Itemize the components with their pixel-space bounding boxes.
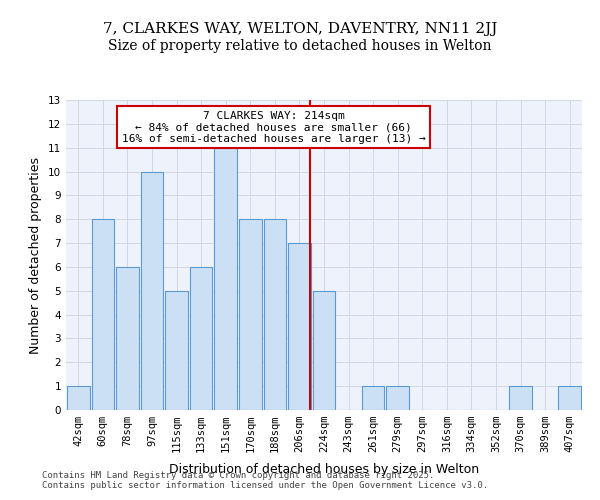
Text: Size of property relative to detached houses in Welton: Size of property relative to detached ho… xyxy=(108,39,492,53)
Text: 7, CLARKES WAY, WELTON, DAVENTRY, NN11 2JJ: 7, CLARKES WAY, WELTON, DAVENTRY, NN11 2… xyxy=(103,22,497,36)
Bar xyxy=(165,291,188,410)
Bar xyxy=(509,386,532,410)
Bar xyxy=(190,267,212,410)
Bar xyxy=(92,219,114,410)
Text: 7 CLARKES WAY: 214sqm
← 84% of detached houses are smaller (66)
16% of semi-deta: 7 CLARKES WAY: 214sqm ← 84% of detached … xyxy=(122,110,425,144)
Bar xyxy=(140,172,163,410)
Bar xyxy=(386,386,409,410)
X-axis label: Distribution of detached houses by size in Welton: Distribution of detached houses by size … xyxy=(169,464,479,476)
Bar xyxy=(313,291,335,410)
Bar xyxy=(288,243,311,410)
Bar xyxy=(362,386,385,410)
Text: Contains HM Land Registry data © Crown copyright and database right 2025.
Contai: Contains HM Land Registry data © Crown c… xyxy=(42,470,488,490)
Bar xyxy=(67,386,89,410)
Y-axis label: Number of detached properties: Number of detached properties xyxy=(29,156,43,354)
Bar xyxy=(559,386,581,410)
Bar xyxy=(214,148,237,410)
Bar xyxy=(239,219,262,410)
Bar xyxy=(116,267,139,410)
Bar xyxy=(263,219,286,410)
